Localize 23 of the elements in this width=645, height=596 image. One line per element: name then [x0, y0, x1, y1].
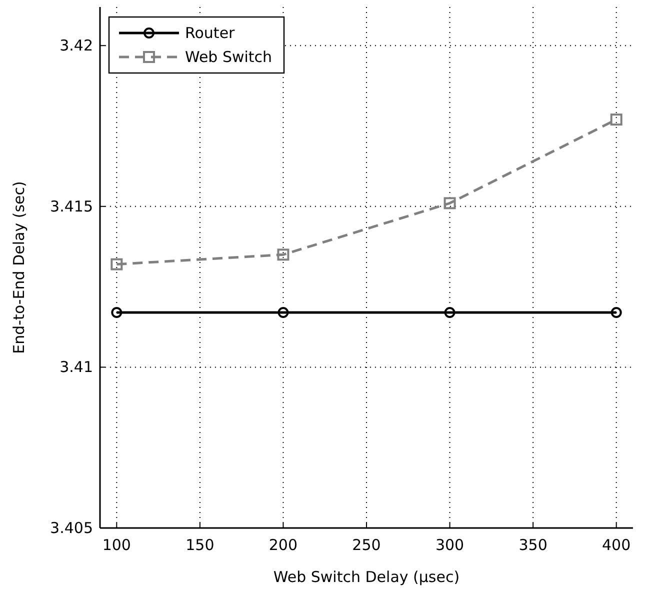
point	[610, 114, 622, 126]
x-tick-label: 300	[435, 536, 464, 554]
x-axis-title: Web Switch Delay (µsec)	[273, 568, 460, 586]
point	[444, 307, 456, 318]
y-tick-label: 3.42	[60, 36, 93, 55]
y-axis-title: End-to-End Delay (sec)	[10, 181, 28, 354]
y-tick-label: 3.415	[50, 197, 93, 216]
x-tick-label: 100	[102, 536, 131, 554]
x-tick-label: 250	[352, 536, 381, 554]
point	[278, 307, 289, 318]
legend-label: Web Switch	[185, 48, 272, 66]
x-tick-label: 350	[518, 536, 548, 554]
point	[444, 197, 456, 210]
x-tick-label: 150	[186, 536, 214, 554]
point	[110, 258, 123, 270]
legend-label: Router	[185, 24, 236, 42]
x-tick-label: 400	[602, 536, 631, 554]
x-tick-label: 200	[268, 536, 298, 554]
point	[111, 307, 122, 318]
point	[610, 307, 622, 318]
point	[277, 248, 290, 261]
y-tick-label: 3.405	[50, 519, 93, 537]
y-tick-label: 3.41	[60, 358, 93, 376]
